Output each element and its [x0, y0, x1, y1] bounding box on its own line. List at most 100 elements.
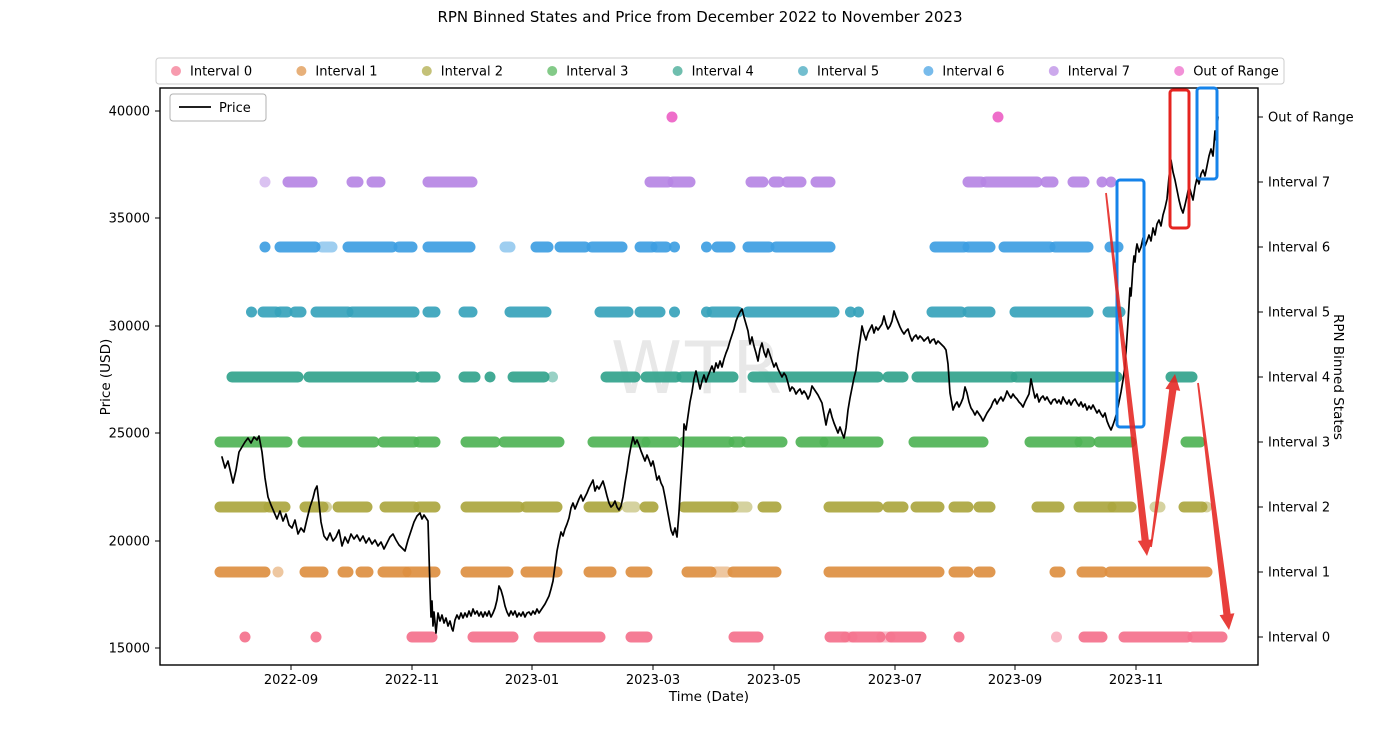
legend-item-interval-6: Interval 6 — [923, 65, 1005, 80]
state-dot-cluster — [741, 436, 788, 448]
state-dot-cluster — [706, 306, 744, 318]
y-tick-label-right: Interval 6 — [1268, 241, 1330, 256]
state-dot-cluster — [1073, 501, 1117, 513]
state-dot-rows — [214, 111, 1228, 643]
state-dot — [310, 631, 322, 643]
state-dot-cluster — [650, 241, 672, 253]
y-tick-label-right: Interval 3 — [1268, 436, 1330, 451]
state-dot-cluster — [1118, 631, 1193, 643]
state-dot-cluster — [681, 566, 717, 578]
x-tick-label: 2022-11 — [385, 673, 439, 688]
legend-item-interval-1: Interval 1 — [296, 65, 378, 80]
state-dot-cluster — [1009, 306, 1094, 318]
state-dot-cluster — [422, 176, 478, 188]
state-dot-cluster — [303, 371, 420, 383]
state-dot — [669, 306, 680, 318]
legend-label: Interval 4 — [692, 65, 754, 80]
state-dot-cluster — [377, 566, 412, 578]
state-dot — [992, 111, 1004, 123]
state-dot-cluster — [980, 176, 1043, 188]
state-dot-cluster — [908, 436, 989, 448]
state-dot-cluster — [962, 176, 987, 188]
state-dot-cluster — [346, 176, 364, 188]
state-dot-cluster — [467, 631, 519, 643]
arrow-to-interval-4 — [1150, 374, 1181, 548]
state-dot-cluster — [742, 306, 840, 318]
state-dot-cluster — [460, 501, 525, 513]
state-dot-cluster — [1031, 501, 1065, 513]
legend-swatch-icon — [547, 66, 558, 76]
state-dot-cluster — [1093, 436, 1137, 448]
legend-item-interval-0: Interval 0 — [171, 65, 252, 80]
state-dot-cluster — [641, 436, 681, 448]
state-dot-cluster — [366, 176, 386, 188]
state-dot-cluster — [413, 436, 441, 448]
legend-item-out-of-range: Out of Range — [1174, 65, 1279, 80]
state-dot — [1096, 176, 1108, 188]
state-dot-cluster — [910, 501, 945, 513]
x-tick-label: 2023-09 — [988, 673, 1042, 688]
state-dot-cluster — [422, 241, 476, 253]
state-dot-cluster — [406, 631, 438, 643]
x-axis-label: Time (Date) — [668, 689, 749, 705]
state-dot — [259, 176, 271, 188]
x-tick-label: 2023-01 — [505, 673, 559, 688]
red-box-pullback — [1168, 88, 1191, 230]
state-dot — [953, 631, 965, 643]
y-tick-label-left: 15000 — [109, 642, 150, 657]
legend-swatch-icon — [296, 66, 307, 76]
legend-label: Interval 6 — [942, 65, 1004, 80]
annotations — [1105, 86, 1235, 630]
state-dot-cluster — [678, 501, 739, 513]
state-dot-cluster — [413, 501, 441, 513]
dot-row-interval-1 — [214, 566, 1213, 578]
state-dot-cluster — [742, 241, 775, 253]
state-dot — [1201, 501, 1212, 513]
state-dot-cluster — [678, 436, 735, 448]
state-dot-cluster — [727, 566, 782, 578]
state-dot-cluster — [554, 241, 591, 253]
state-dot-cluster — [587, 436, 651, 448]
state-dot — [547, 371, 558, 383]
dot-row-interval-7 — [259, 176, 1117, 188]
legend-item-interval-2: Interval 2 — [421, 65, 503, 80]
legend-label: Interval 5 — [817, 65, 879, 80]
axis-ticks: 2022-09 2022-11 2023-01 2023-03 2023-05 2023-… — [109, 105, 1354, 689]
legend-swatch-icon — [1048, 66, 1059, 76]
page-title: RPN Binned States and Price from Decembe… — [437, 8, 962, 26]
x-tick-label: 2022-09 — [264, 673, 318, 688]
legend-swatch-icon — [421, 66, 432, 76]
state-dot-cluster — [504, 306, 552, 318]
state-dot-cluster — [770, 241, 836, 253]
state-dot-cluster — [533, 631, 606, 643]
state-dot-cluster — [332, 501, 373, 513]
state-dot-cluster — [911, 371, 1018, 383]
state-dot-cluster — [1078, 631, 1108, 643]
legend-swatch-icon — [1174, 66, 1185, 76]
state-dot-cluster — [639, 501, 659, 513]
state-dot-cluster — [458, 371, 481, 383]
state-dot-cluster — [583, 566, 617, 578]
state-dot-cluster — [747, 371, 884, 383]
state-dot-cluster — [1067, 176, 1090, 188]
state-dot-cluster — [310, 306, 354, 318]
state-dot — [701, 241, 712, 253]
state-dot-cluster — [586, 241, 628, 253]
state-dot-cluster — [823, 566, 945, 578]
state-dot-cluster — [768, 176, 785, 188]
state-dot — [259, 241, 271, 253]
state-dot-cluster — [379, 501, 420, 513]
dot-row-out-of-range — [666, 111, 1004, 123]
state-dot — [669, 241, 680, 253]
dot-row-interval-2 — [214, 501, 1212, 513]
state-dot-cluster — [214, 436, 293, 448]
state-dot-cluster — [1076, 566, 1108, 578]
state-dot-cluster — [730, 501, 753, 513]
arrow-to-interval-1 — [1105, 192, 1153, 556]
y-tick-label-right: Interval 1 — [1268, 566, 1330, 581]
state-dot-cluster — [530, 241, 554, 253]
state-dot — [853, 306, 864, 318]
state-dot-cluster — [1187, 631, 1228, 643]
state-dot-cluster — [346, 306, 420, 318]
